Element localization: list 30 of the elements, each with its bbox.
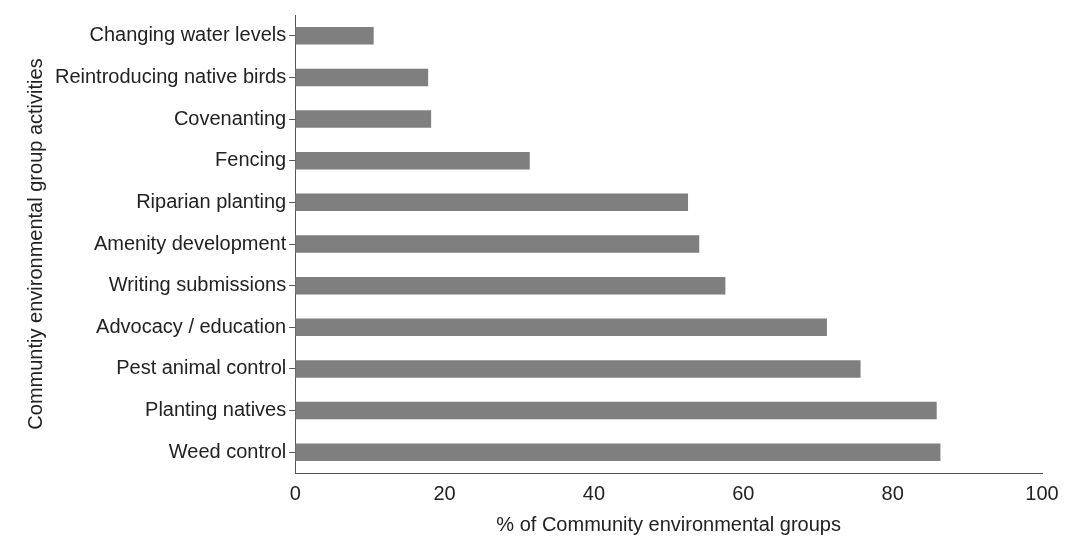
x-tick-label: 60	[732, 481, 755, 504]
bar	[295, 193, 689, 212]
bar	[295, 110, 432, 128]
bar	[295, 318, 827, 337]
bar	[295, 27, 374, 45]
y-tick-label: Advocacy / education	[96, 314, 287, 337]
bar	[295, 235, 700, 253]
y-tick-label: Amenity development	[93, 231, 287, 254]
y-axis-title: Communtiy environmental group activities	[23, 58, 46, 430]
x-tick-label: 80	[881, 481, 904, 504]
bar	[295, 68, 429, 87]
y-tick-label: Changing water levels	[89, 23, 287, 46]
y-tick-label: Weed control	[168, 439, 287, 462]
y-tick-label: Planting natives	[145, 398, 287, 421]
bar	[295, 401, 937, 420]
bar	[295, 443, 941, 461]
bar	[295, 151, 530, 170]
x-tick-label: 40	[582, 481, 606, 504]
x-axis-title: % of Community environmental groups	[496, 512, 841, 535]
y-tick-label: Reintroducing native birds	[54, 64, 287, 87]
y-tick-label: Writing submissions	[108, 273, 287, 296]
y-tick-label: Riparian planting	[136, 189, 287, 212]
y-tick-label: Pest animal control	[116, 356, 287, 379]
x-tick-label: 20	[433, 481, 456, 504]
bar	[295, 360, 861, 378]
y-tick-label: Covenanting	[173, 106, 287, 129]
bar	[295, 276, 726, 295]
x-tick-label: 100	[1025, 481, 1059, 504]
y-tick-label: Fencing	[215, 148, 287, 171]
x-tick-label: 0	[289, 481, 301, 504]
